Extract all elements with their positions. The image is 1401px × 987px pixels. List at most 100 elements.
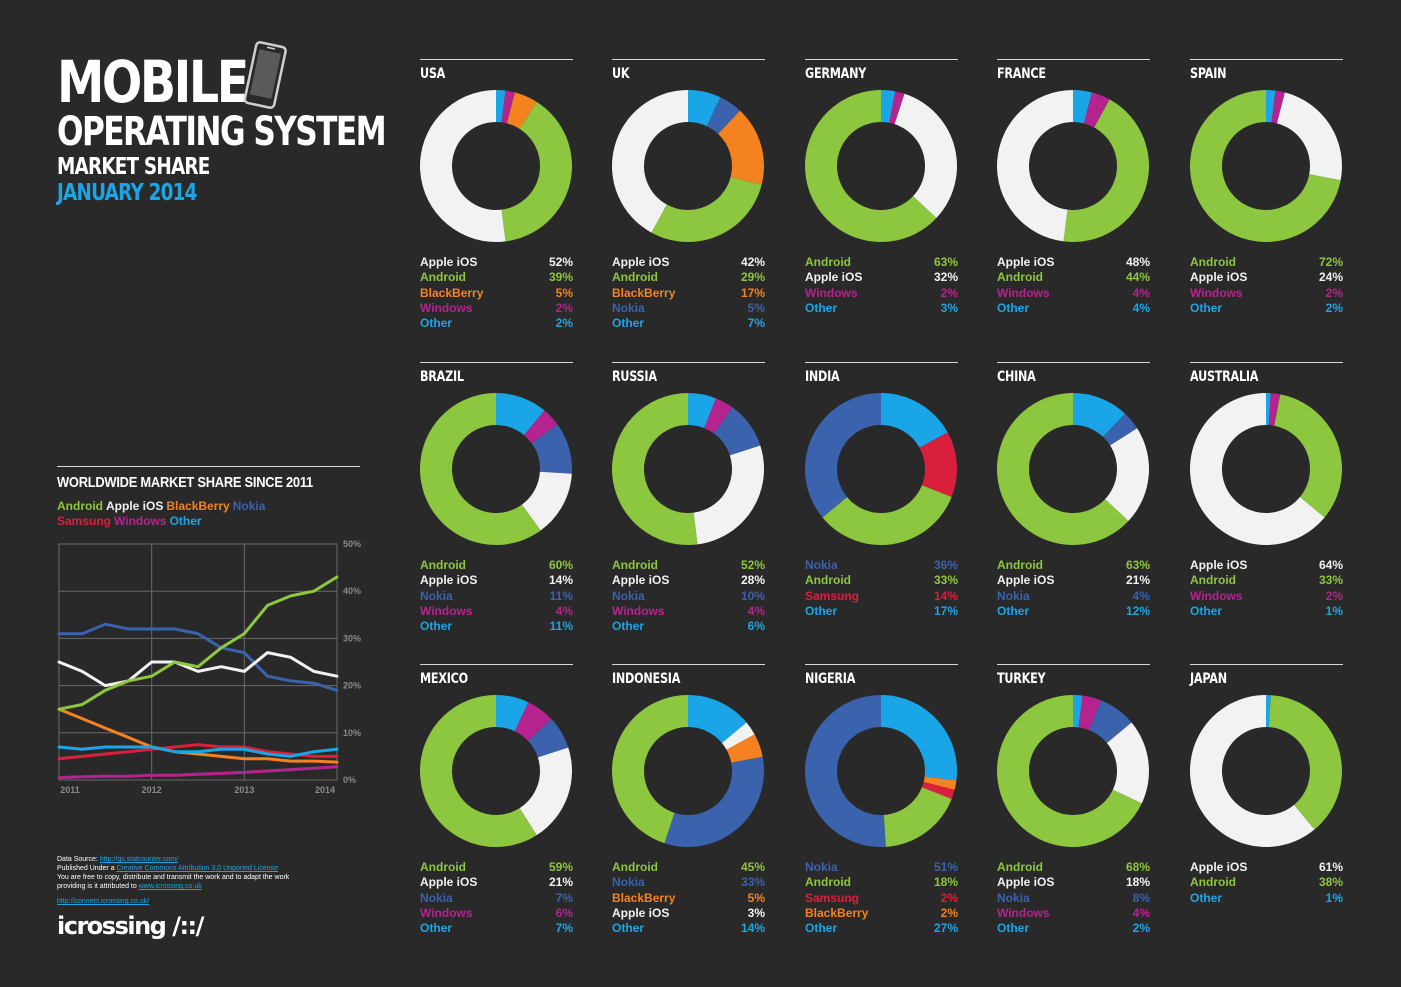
- share-value: 14%: [933, 588, 958, 603]
- share-value: 4%: [1132, 905, 1150, 920]
- country-card-australia: AUSTRALIA Apple iOS 64% Android 33% Windows 2%…: [1190, 362, 1343, 618]
- legend-row-1: Android Apple iOS BlackBerry Nokia: [57, 499, 360, 514]
- slice-apple-ios: [420, 90, 506, 242]
- share-label: Windows: [420, 603, 473, 618]
- slice-other: [1073, 90, 1092, 124]
- share-row-apple-ios: Apple iOS 14%: [420, 573, 573, 588]
- share-value: 38%: [1318, 875, 1343, 890]
- share-label: Apple iOS: [1190, 860, 1248, 874]
- country-card-mexico: MEXICO Android 59% Apple iOS 21% Nokia 7% Windo…: [420, 664, 573, 935]
- share-value: 7%: [747, 316, 765, 331]
- share-label: Apple iOS: [997, 875, 1055, 890]
- donut-chart-uk: [612, 90, 764, 243]
- donut-chart-indonesia: [612, 695, 764, 847]
- divider: [612, 664, 765, 665]
- share-label: Samsung: [805, 588, 860, 603]
- connect-link[interactable]: http://connect.icrossing.co.uk/: [57, 898, 150, 905]
- share-value: 27%: [933, 921, 958, 936]
- share-row-blackberry: BlackBerry 5%: [420, 286, 573, 301]
- slice-android: [822, 485, 952, 545]
- share-label: Android: [420, 558, 466, 572]
- share-label: Android: [805, 875, 851, 890]
- y-tick-label: 50%: [343, 539, 361, 549]
- share-label: Other: [1190, 890, 1223, 905]
- share-row-blackberry: BlackBerry 17%: [612, 286, 765, 301]
- slice-other: [881, 90, 896, 123]
- share-row-apple-ios: Apple iOS 52%: [420, 255, 573, 270]
- share-label: Android: [612, 558, 658, 572]
- series-line-other: [57, 745, 339, 758]
- slice-windows: [1268, 393, 1281, 426]
- country-card-germany: GERMANY Android 63% Apple iOS 32% Windows 2% Ot…: [805, 59, 958, 315]
- country-name: GERMANY: [805, 66, 867, 82]
- share-row-apple-ios: Apple iOS 48%: [997, 255, 1150, 270]
- share-value: 17%: [740, 285, 765, 300]
- slice-blackberry: [718, 110, 764, 185]
- footer-line-2: Published Under a Creative Commons Attri…: [57, 865, 279, 872]
- x-tick-label: 2012: [142, 785, 162, 795]
- series-line-samsung: [57, 743, 339, 761]
- y-tick-label: 20%: [343, 681, 361, 691]
- share-value: 28%: [740, 573, 765, 588]
- share-row-apple-ios: Apple iOS 3%: [612, 906, 765, 921]
- share-value: 12%: [1125, 603, 1150, 618]
- country-card-turkey: TURKEY Android 68% Apple iOS 18% Nokia 8% Windo…: [997, 664, 1150, 935]
- share-value: 48%: [1125, 255, 1150, 269]
- slice-windows: [889, 91, 905, 125]
- slice-windows: [704, 398, 733, 434]
- slice-nokia: [713, 407, 761, 456]
- share-label: Nokia: [420, 588, 453, 603]
- y-tick-label: 40%: [343, 586, 361, 596]
- slice-apple-ios: [693, 445, 764, 545]
- slice-android: [420, 393, 541, 545]
- share-value: 3%: [747, 905, 765, 920]
- share-value: 60%: [548, 558, 573, 572]
- share-label: Android: [1190, 573, 1236, 588]
- slice-android: [420, 695, 537, 847]
- icrossing-link[interactable]: www.icrossing.co.uk: [138, 883, 202, 890]
- slice-blackberry: [923, 776, 957, 790]
- slice-other: [688, 90, 721, 127]
- share-label: Android: [997, 860, 1043, 874]
- donut-chart-france: [997, 90, 1149, 242]
- share-value: 2%: [940, 890, 958, 905]
- share-list: Android 63% Apple iOS 32% Windows 2% Other 3%: [805, 255, 958, 316]
- slice-apple-ios: [519, 747, 572, 836]
- divider: [805, 59, 958, 60]
- slice-android: [997, 393, 1129, 545]
- share-label: Windows: [1190, 588, 1243, 603]
- share-value: 14%: [740, 921, 765, 936]
- data-source-link[interactable]: http://gs.statcounter.com/: [99, 856, 179, 863]
- share-value: 24%: [1318, 270, 1343, 285]
- share-row-apple-ios: Apple iOS 61%: [1190, 860, 1343, 875]
- share-row-windows: Windows 2%: [1190, 286, 1343, 301]
- share-value: 5%: [747, 300, 765, 315]
- share-row-android: Android 29%: [612, 270, 765, 285]
- divider: [997, 59, 1150, 60]
- share-row-android: Android 63%: [805, 255, 958, 270]
- share-row-android: Android 18%: [805, 875, 958, 890]
- share-label: Apple iOS: [1190, 558, 1248, 572]
- share-row-apple-ios: Apple iOS 24%: [1190, 270, 1343, 285]
- country-card-china: CHINA Android 63% Apple iOS 21% Nokia 4% Other 1…: [997, 362, 1150, 618]
- slice-other: [1266, 695, 1271, 728]
- worldwide-legend: Android Apple iOS BlackBerry Nokia Samsung W…: [57, 499, 360, 529]
- slice-android: [612, 695, 688, 844]
- slice-android: [883, 787, 952, 847]
- slice-other: [496, 90, 506, 123]
- share-label: Apple iOS: [420, 255, 478, 269]
- smartphone-icon: [243, 41, 287, 109]
- share-value: 7%: [555, 890, 573, 905]
- share-row-blackberry: BlackBerry 2%: [805, 906, 958, 921]
- slice-android: [997, 695, 1142, 847]
- share-row-android: Android 33%: [805, 573, 958, 588]
- slice-android: [1190, 90, 1341, 242]
- country-name: UK: [612, 66, 630, 82]
- country-card-spain: SPAIN Android 72% Apple iOS 24% Windows 2% Othe…: [1190, 59, 1343, 315]
- share-row-android: Android 38%: [1190, 875, 1343, 890]
- slice-apple-ios: [1276, 92, 1342, 181]
- share-value: 61%: [1318, 860, 1343, 874]
- license-link[interactable]: Creative Commons Attribution 3.0 Unporte…: [116, 865, 279, 872]
- slice-windows: [514, 702, 552, 741]
- country-name: CHINA: [997, 369, 1036, 385]
